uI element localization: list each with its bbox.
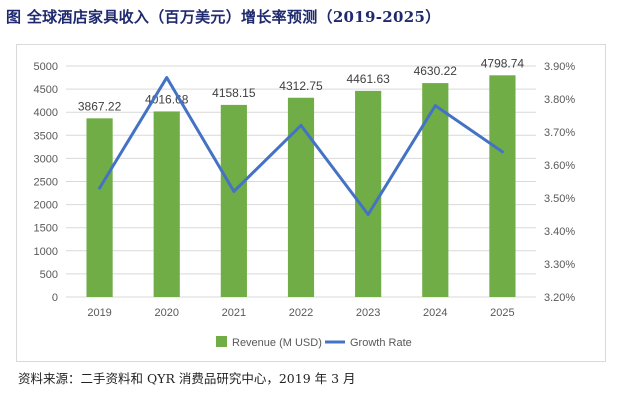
x-tick-label: 2025 xyxy=(490,307,514,319)
legend-label-revenue: Revenue (M USD) xyxy=(232,337,322,349)
bar-value-label: 4158.15 xyxy=(212,86,256,100)
bar xyxy=(355,90,382,297)
right-tick-label: 3.30% xyxy=(544,259,575,271)
left-tick-label: 500 xyxy=(40,269,58,281)
right-tick-label: 3.50% xyxy=(544,193,575,205)
bar xyxy=(86,118,113,297)
left-tick-label: 5000 xyxy=(34,61,58,73)
right-tick-label: 3.80% xyxy=(544,94,575,106)
x-tick-label: 2021 xyxy=(222,307,246,319)
right-tick-label: 3.20% xyxy=(544,292,575,304)
bar-value-label: 4630.22 xyxy=(414,64,458,78)
left-tick-label: 3500 xyxy=(34,130,58,142)
x-tick-label: 2024 xyxy=(423,307,447,319)
figure-title: 图 全球酒店家具收入（百万美元）增长率预测（2019-2025） xyxy=(6,8,441,26)
bar-value-label: 4312.75 xyxy=(279,79,323,93)
chart-frame xyxy=(16,44,606,362)
bar xyxy=(153,111,180,297)
left-tick-label: 4000 xyxy=(34,107,58,119)
left-tick-label: 2000 xyxy=(34,200,58,212)
bar-value-label: 4461.63 xyxy=(346,72,390,86)
right-tick-label: 3.40% xyxy=(544,226,575,238)
x-tick-label: 2023 xyxy=(356,307,380,319)
right-tick-label: 3.60% xyxy=(544,160,575,172)
bar-value-label: 3867.22 xyxy=(78,99,122,113)
x-tick-label: 2020 xyxy=(154,307,178,319)
bar xyxy=(489,75,516,297)
left-tick-label: 3000 xyxy=(34,153,58,165)
legend-label-growth: Growth Rate xyxy=(350,337,412,349)
source-note: 资料来源：二手资料和 QYR 消费品研究中心，2019 年 3 月 xyxy=(18,371,356,386)
bar-value-label: 4798.74 xyxy=(481,56,525,70)
left-tick-label: 0 xyxy=(52,292,58,304)
bar xyxy=(422,83,449,298)
x-tick-label: 2019 xyxy=(87,307,111,319)
right-tick-label: 3.70% xyxy=(544,127,575,139)
left-tick-label: 4500 xyxy=(34,84,58,96)
right-tick-label: 3.90% xyxy=(544,61,575,73)
left-tick-label: 1000 xyxy=(34,246,58,258)
bar xyxy=(287,97,315,298)
bar xyxy=(220,104,247,298)
legend-swatch-revenue xyxy=(216,336,227,347)
left-tick-label: 2500 xyxy=(34,177,58,189)
left-tick-label: 1500 xyxy=(34,223,58,235)
x-tick-label: 2022 xyxy=(289,307,313,319)
